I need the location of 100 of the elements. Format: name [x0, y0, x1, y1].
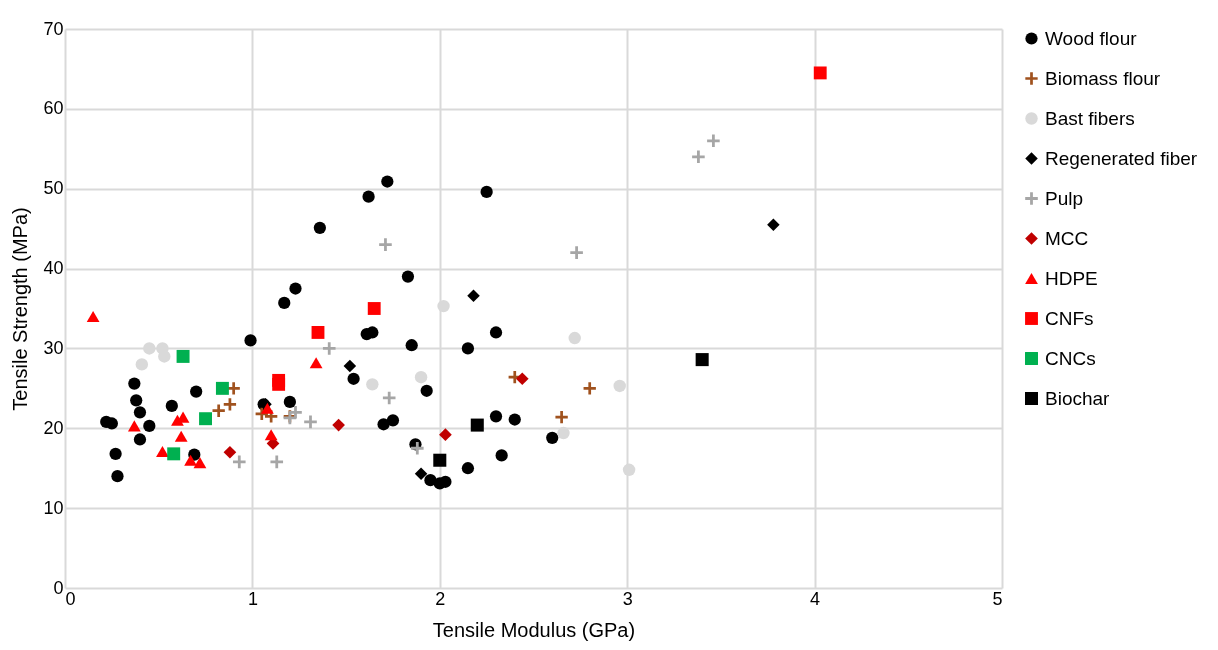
- x-axis-title: Tensile Modulus (GPa): [432, 618, 636, 641]
- point: [130, 394, 143, 407]
- point: [244, 334, 257, 347]
- x-tick-label: 3: [622, 588, 633, 609]
- point: [557, 426, 570, 440]
- point: [283, 395, 296, 409]
- y-tick-label: 60: [43, 98, 64, 119]
- point: [143, 342, 156, 355]
- point: [227, 382, 240, 395]
- point: [411, 441, 424, 455]
- point: [515, 372, 529, 386]
- x-tick-label: 2: [435, 588, 446, 609]
- point: [190, 385, 203, 398]
- point: [135, 358, 149, 371]
- y-tick-label: 20: [43, 417, 64, 438]
- point: [133, 406, 147, 419]
- point: [111, 470, 124, 483]
- point: [546, 431, 559, 444]
- legend-label: MCC: [1045, 227, 1089, 249]
- point: [695, 353, 709, 367]
- point: [184, 454, 197, 466]
- point: [379, 238, 392, 251]
- point: [261, 402, 274, 414]
- point: [215, 381, 229, 395]
- point: [156, 445, 169, 457]
- point: [143, 419, 156, 432]
- point: [401, 270, 415, 283]
- point: [270, 455, 284, 469]
- point: [467, 289, 480, 302]
- legend-label: Pulp: [1045, 187, 1084, 209]
- point: [386, 414, 400, 427]
- point: [707, 134, 720, 148]
- point: [767, 218, 780, 231]
- point: [367, 302, 381, 315]
- point: [414, 370, 428, 384]
- point: [232, 455, 246, 469]
- point: [692, 150, 705, 164]
- point: [622, 463, 636, 477]
- y-tick-label: 10: [43, 497, 64, 518]
- point: [86, 310, 100, 323]
- point: [343, 359, 357, 373]
- legend-label: CNCs: [1045, 347, 1096, 369]
- x-tick-label: 5: [992, 588, 1003, 609]
- point: [176, 349, 190, 363]
- point: [272, 373, 286, 387]
- point: [439, 428, 452, 442]
- point: [420, 384, 433, 397]
- legend-label: Wood flour: [1045, 27, 1138, 49]
- legend-label: Regenerated fiber: [1045, 147, 1198, 169]
- y-tick-label: 70: [43, 18, 64, 39]
- y-tick-label: 50: [43, 178, 64, 199]
- point: [433, 453, 447, 467]
- point: [127, 420, 141, 432]
- point: [437, 299, 450, 313]
- point: [489, 326, 503, 339]
- y-tick-label: 30: [43, 337, 64, 358]
- point: [289, 282, 302, 295]
- point: [381, 175, 394, 188]
- point: [133, 433, 147, 446]
- point: [223, 445, 237, 459]
- point: [289, 406, 302, 419]
- point: [174, 430, 188, 442]
- point: [508, 413, 521, 426]
- point: [264, 429, 278, 441]
- point: [199, 412, 213, 426]
- legend-label: Bast fibers: [1045, 107, 1135, 129]
- point: [128, 377, 141, 390]
- point: [278, 296, 291, 310]
- point: [347, 372, 360, 385]
- point: [570, 246, 583, 259]
- point: [109, 447, 122, 460]
- point: [613, 379, 626, 393]
- point: [480, 185, 493, 199]
- point: [489, 410, 503, 423]
- point: [193, 457, 207, 469]
- point: [495, 449, 508, 462]
- x-tick-label: 4: [810, 588, 821, 609]
- legend-label: CNFs: [1045, 307, 1094, 329]
- point: [362, 190, 375, 203]
- point: [311, 326, 325, 339]
- point: [377, 418, 390, 431]
- legend-label: HDPE: [1045, 267, 1098, 289]
- point: [332, 418, 345, 432]
- point: [439, 475, 452, 488]
- point: [813, 66, 827, 80]
- point: [461, 342, 475, 355]
- point: [366, 378, 379, 391]
- y-axis-title: Tensile Strength (MPa): [9, 207, 32, 411]
- point: [322, 342, 336, 355]
- legend-label: Biochar: [1045, 387, 1111, 409]
- point: [405, 339, 418, 352]
- point: [165, 399, 178, 413]
- legend-label: Biomass flour: [1045, 67, 1161, 89]
- point: [461, 462, 475, 475]
- point: [309, 357, 323, 369]
- point: [470, 418, 484, 432]
- point: [212, 404, 225, 417]
- point: [414, 467, 428, 481]
- point: [167, 447, 181, 461]
- point: [568, 331, 581, 345]
